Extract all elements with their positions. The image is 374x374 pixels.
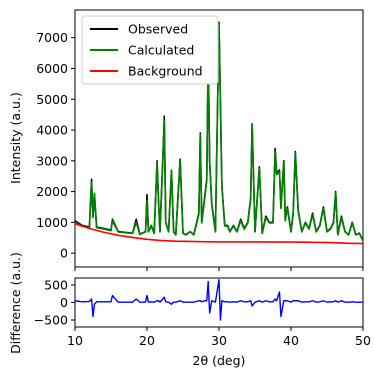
legend-box: [81, 15, 219, 85]
legend-label-calculated: Calculated: [128, 43, 194, 58]
bottom-y-tick-label: 0: [60, 295, 68, 310]
bottom-panel: −500 0 500 10 20 30 40 50 Difference (a.u.) 2θ…: [8, 252, 371, 368]
top-y-tick-label: 2000: [36, 184, 68, 199]
bottom-x-axis-label: 2θ (deg): [193, 353, 246, 368]
bottom-x-axis: 10 20 30 40 50: [67, 327, 371, 348]
top-x-ticks: [74, 267, 364, 271]
bottom-x-tick-label: 40: [283, 333, 299, 348]
legend: Observed Calculated Background: [81, 15, 219, 85]
legend-label-observed: Observed: [128, 22, 188, 37]
top-y-tick-label: 1000: [36, 215, 68, 230]
bottom-series-group: [74, 279, 363, 321]
series-line-calculated: [74, 23, 364, 242]
series-line-background: [74, 223, 364, 245]
top-y-axis: 0 1000 2000 3000 4000 5000 6000 7000: [36, 30, 75, 261]
top-y-tick-label: 4000: [36, 123, 68, 138]
bottom-y-axis: −500 0 500: [34, 278, 75, 328]
legend-label-background: Background: [128, 64, 203, 79]
top-y-tick-label: 3000: [36, 153, 68, 168]
bottom-y-tick-label: 500: [44, 278, 68, 293]
series-line-difference: [74, 279, 363, 321]
top-y-tick-label: 7000: [36, 30, 68, 45]
bottom-x-tick-label: 10: [67, 333, 83, 348]
top-y-tick-label: 0: [60, 246, 68, 261]
bottom-x-tick-label: 30: [211, 333, 227, 348]
bottom-x-tick-label: 50: [355, 333, 371, 348]
top-y-axis-label: Intensity (a.u.): [8, 92, 23, 184]
top-y-tick-label: 5000: [36, 92, 68, 107]
top-series-group: [74, 21, 364, 245]
top-panel: 0 1000 2000 3000 4000 5000 6000 7000 Intensity …: [8, 9, 364, 271]
bottom-y-tick-label: −500: [34, 313, 68, 328]
top-y-tick-label: 6000: [36, 61, 68, 76]
bottom-x-tick-label: 20: [139, 333, 155, 348]
bottom-y-axis-label: Difference (a.u.): [8, 252, 23, 354]
